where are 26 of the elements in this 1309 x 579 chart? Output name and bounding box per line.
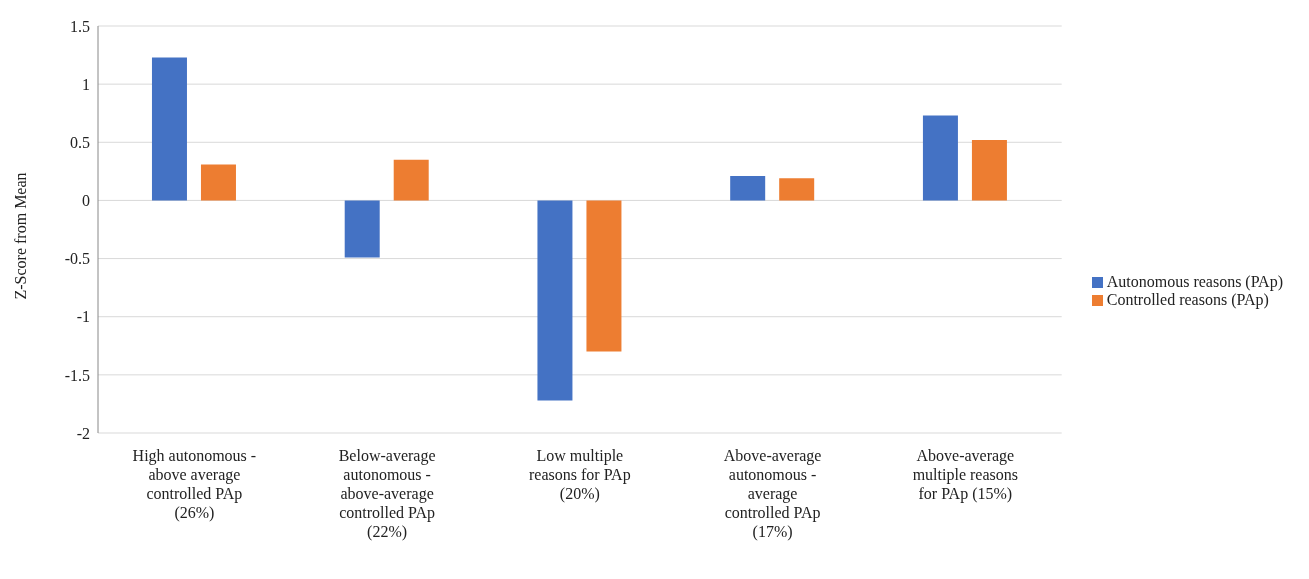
bar bbox=[730, 176, 766, 201]
bar bbox=[151, 57, 187, 201]
legend-label: Autonomous reasons (PAp) bbox=[1106, 272, 1283, 290]
y-tick-label: -1.5 bbox=[64, 366, 90, 384]
bar bbox=[971, 139, 1007, 201]
y-tick-label: 1.5 bbox=[70, 17, 90, 35]
x-tick-label: Below-average autonomous - above-average controlled PAp (22%) bbox=[338, 447, 436, 541]
y-tick-label: -0.5 bbox=[64, 250, 90, 268]
y-tick-label: 0.5 bbox=[70, 133, 90, 151]
bar bbox=[922, 115, 958, 201]
bar bbox=[586, 200, 622, 352]
legend-label: Controlled reasons (PAp) bbox=[1106, 290, 1269, 308]
x-tick-label: Low multiple reasons for PAp (20%) bbox=[529, 447, 631, 503]
y-tick-label: -2 bbox=[76, 424, 90, 442]
y-tick-label: 0 bbox=[82, 192, 90, 210]
bar bbox=[779, 178, 815, 201]
bar bbox=[200, 164, 236, 201]
y-axis-title: Z-Score from Mean bbox=[11, 172, 29, 300]
x-tick-label: High autonomous - above average controlled PAp (26%) bbox=[132, 447, 257, 522]
y-tick-label: -1 bbox=[76, 308, 90, 326]
bar bbox=[344, 200, 380, 258]
y-tick-label: 1 bbox=[82, 75, 90, 93]
x-tick-label: Above-average autonomous - average controlled PAp (17%) bbox=[723, 447, 822, 541]
bar bbox=[537, 200, 573, 401]
bar bbox=[393, 159, 429, 201]
x-tick-label: Above-average multiple reasons for PAp (15%) bbox=[912, 447, 1018, 503]
